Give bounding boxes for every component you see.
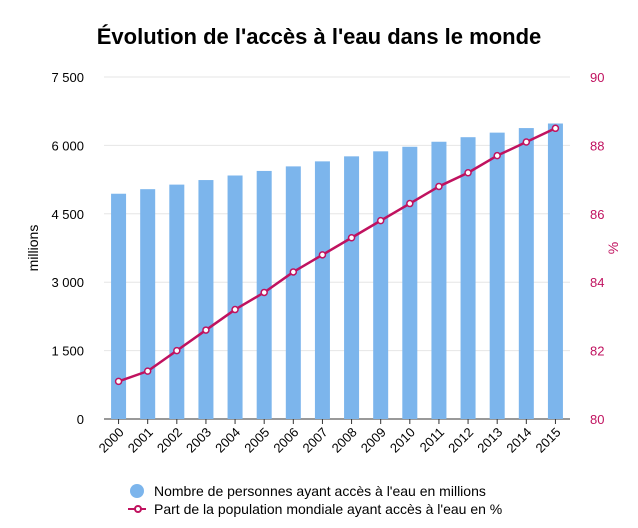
y-right-tick-label: 82 (590, 344, 604, 359)
legend-label-bars: Nombre de personnes ayant accès à l'eau … (154, 483, 486, 499)
bar (402, 146, 418, 419)
line-point (376, 216, 385, 225)
x-tick-label: 2015 (533, 425, 564, 456)
bar (373, 151, 389, 419)
line-point (260, 288, 268, 297)
y-left-tick-label: 7 500 (51, 70, 84, 85)
series-line (118, 127, 556, 383)
y-right-tick-label: 86 (590, 207, 604, 222)
y-right-tick-label: 80 (590, 412, 604, 427)
line-point (347, 233, 356, 242)
legend-marker-line (128, 502, 146, 516)
y-left-tick-label: 4 500 (51, 207, 84, 222)
y-right-tick-label: 88 (590, 138, 604, 153)
x-tick-label: 2005 (241, 425, 272, 456)
y-left-axis-title: millions (25, 225, 41, 272)
x-tick-label: 2006 (270, 425, 301, 456)
line-point (493, 151, 501, 160)
bar (285, 166, 301, 419)
y-left-tick-label: 6 000 (51, 138, 84, 153)
x-tick-label: 2007 (300, 425, 331, 456)
line-point (464, 169, 472, 177)
y-right-axis-title: % (605, 242, 621, 254)
x-tick-label: 2003 (183, 425, 214, 456)
chart-title: Évolution de l'accès à l'eau dans le mon… (96, 24, 542, 49)
bar (140, 189, 156, 419)
line-point (143, 367, 152, 375)
y-left-tick-label: 3 000 (51, 275, 84, 290)
x-tick-label: 2008 (329, 425, 360, 456)
x-tick-label: 2014 (503, 425, 534, 456)
bar (198, 180, 214, 419)
legend-item-bars[interactable]: Nombre de personnes ayant accès à l'eau … (128, 482, 502, 500)
bar (344, 156, 360, 419)
x-tick-label: 2009 (358, 425, 389, 456)
x-tick-label: 2012 (445, 425, 476, 456)
bar (489, 132, 505, 419)
line-point (289, 268, 298, 276)
line-point (231, 305, 239, 314)
line-point (522, 138, 531, 146)
line-point (318, 251, 327, 259)
line-point (435, 182, 443, 191)
y-left-tick-label: 0 (77, 412, 84, 427)
bar (518, 128, 534, 419)
line-point (202, 326, 210, 334)
bar (227, 175, 243, 419)
legend-marker-bar (130, 484, 144, 498)
x-tick-label: 2004 (212, 425, 243, 456)
legend: Nombre de personnes ayant accès à l'eau … (128, 482, 502, 518)
bar (169, 184, 185, 419)
line-point (173, 346, 181, 355)
bar (460, 137, 476, 419)
x-tick-label: 2002 (154, 425, 185, 456)
bar (431, 141, 447, 419)
bar (111, 193, 127, 419)
y-left-tick-label: 1 500 (51, 344, 84, 359)
legend-item-line[interactable]: Part de la population mondiale ayant acc… (128, 500, 502, 518)
x-tick-label: 2013 (474, 425, 505, 456)
y-right-tick-label: 90 (590, 70, 604, 85)
line-point (114, 377, 123, 386)
x-tick-label: 2001 (125, 425, 156, 456)
bar (547, 123, 563, 420)
line-point (406, 199, 414, 208)
line-point (551, 124, 560, 133)
bar (314, 161, 330, 420)
x-tick-label: 2010 (387, 425, 418, 456)
x-tick-label: 2011 (417, 425, 447, 455)
y-right-tick-label: 84 (590, 275, 604, 290)
x-tick-label: 2000 (96, 425, 127, 456)
legend-label-line: Part de la population mondiale ayant acc… (154, 501, 503, 517)
